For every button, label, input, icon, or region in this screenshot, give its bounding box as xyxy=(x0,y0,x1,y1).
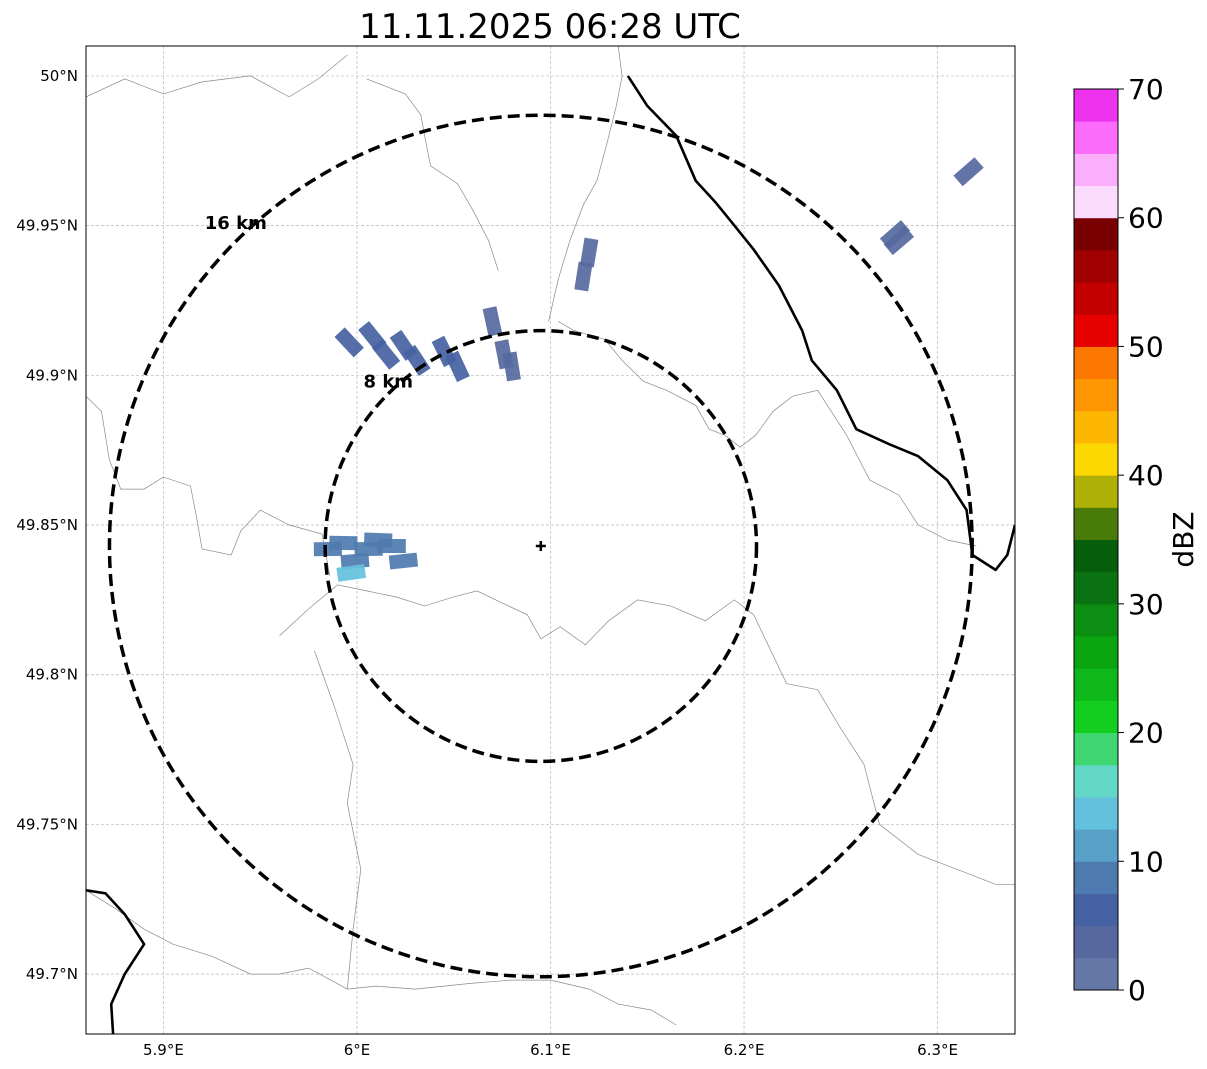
colorbar-segment xyxy=(1074,925,1118,959)
colorbar-segment xyxy=(1074,603,1118,637)
admin-border-line xyxy=(821,396,977,547)
colorbar-segment xyxy=(1074,217,1118,251)
colorbar-segment xyxy=(1074,732,1118,766)
radar-site xyxy=(535,540,546,551)
echo-cell xyxy=(403,344,431,376)
colorbar-tick-label: 60 xyxy=(1128,202,1164,235)
admin-border-line xyxy=(279,584,754,646)
lat-tick-label: 49.9°N xyxy=(26,366,78,384)
admin-border-line xyxy=(558,321,822,448)
lon-tick-label: 6.1°E xyxy=(530,1041,571,1059)
echo-cell xyxy=(371,339,401,370)
echo-cell xyxy=(329,535,358,551)
colorbar-tick-label: 10 xyxy=(1128,845,1164,878)
figure-title: 11.11.2025 06:28 UTC xyxy=(359,7,741,47)
echo-cell xyxy=(579,237,599,268)
national-border-line xyxy=(86,889,146,1034)
lat-tick-label: 49.95°N xyxy=(16,217,78,235)
echo-cell xyxy=(388,552,419,570)
colorbar-segment xyxy=(1074,410,1118,444)
echo-cell xyxy=(445,350,470,383)
range-ring-label: 16 km xyxy=(205,213,267,234)
lat-tick-label: 49.7°N xyxy=(26,965,78,983)
colorbar-segment xyxy=(1074,893,1118,927)
admin-border-line xyxy=(548,46,623,322)
colorbar-tick-label: 50 xyxy=(1128,330,1164,363)
map-background xyxy=(86,46,1015,1034)
echo-cell xyxy=(883,226,915,256)
lon-tick-label: 6.3°E xyxy=(917,1041,958,1059)
admin-border-line xyxy=(86,54,348,98)
colorbar-segment xyxy=(1074,539,1118,573)
colorbar-segment xyxy=(1074,442,1118,476)
range-ring-8km xyxy=(323,328,759,764)
map-area: 8 km 16 km xyxy=(85,45,1016,1035)
colorbar-tick-label: 40 xyxy=(1128,459,1164,492)
echo-cell xyxy=(482,306,503,337)
range-ring-label: 8 km xyxy=(364,372,414,393)
echo-cell xyxy=(377,539,406,554)
colorbar-segment xyxy=(1074,957,1118,991)
colorbar-segment xyxy=(1074,378,1118,412)
colorbar-segment xyxy=(1074,282,1118,315)
radar-echoes xyxy=(313,157,984,582)
admin-border-line xyxy=(86,396,331,576)
map-frame xyxy=(85,45,1016,1035)
range-ring-16km xyxy=(107,113,974,979)
colorbar-segment xyxy=(1074,861,1118,894)
colorbar-segment xyxy=(1074,249,1118,283)
lat-tick-label: 49.8°N xyxy=(26,666,78,684)
echo-cell xyxy=(953,157,984,187)
colorbar-segment xyxy=(1074,185,1118,219)
colorbar-segment xyxy=(1074,346,1118,380)
latitude-labels: 50°N 49.95°N 49.9°N 49.85°N 49.8°N 49.75°N 49.… xyxy=(16,67,78,983)
colorbar-segment xyxy=(1074,764,1118,798)
colorbar-segment xyxy=(1074,314,1118,347)
colorbar-segment xyxy=(1074,507,1118,540)
colorbar-tick-label: 70 xyxy=(1128,73,1164,106)
colorbar-segment xyxy=(1074,475,1118,508)
colorbar-segment xyxy=(1074,829,1118,862)
colorbar-label: dBZ xyxy=(1167,511,1200,567)
colorbar-segment xyxy=(1074,571,1118,605)
colorbar-tick-label: 0 xyxy=(1128,974,1146,1007)
lon-tick-label: 5.9°E xyxy=(143,1041,184,1059)
lon-tick-label: 6°E xyxy=(344,1041,371,1059)
colorbar: 0 10 20 30 40 50 60 70 dBZ xyxy=(1073,73,1200,1007)
admin-border-line xyxy=(366,78,499,271)
colorbar-tick-label: 20 xyxy=(1128,717,1164,750)
admin-borders xyxy=(86,46,1015,1026)
lat-tick-label: 49.75°N xyxy=(16,815,78,833)
colorbar-segment xyxy=(1074,636,1118,669)
echo-cell xyxy=(334,327,364,358)
colorbar-segment xyxy=(1074,668,1118,701)
echo-cell xyxy=(336,563,367,582)
lon-tick-label: 6.2°E xyxy=(724,1041,765,1059)
lat-tick-label: 50°N xyxy=(40,67,78,85)
admin-border-line xyxy=(753,614,1015,885)
echo-cell xyxy=(574,261,593,292)
colorbar-segment xyxy=(1074,796,1118,830)
colorbar-segment xyxy=(1074,153,1118,187)
colorbar-segment xyxy=(1074,89,1118,122)
colorbar-frame xyxy=(1073,88,1119,991)
colorbar-segment xyxy=(1074,121,1118,154)
range-rings: 8 km 16 km xyxy=(107,113,974,979)
echo-cell xyxy=(502,351,521,382)
colorbar-tick-label: 30 xyxy=(1128,588,1164,621)
longitude-labels: 5.9°E 6°E 6.1°E 6.2°E 6.3°E xyxy=(143,1041,958,1059)
colorbar-segment xyxy=(1074,700,1118,734)
admin-border-line xyxy=(314,650,677,1026)
lat-tick-label: 49.85°N xyxy=(16,516,78,534)
